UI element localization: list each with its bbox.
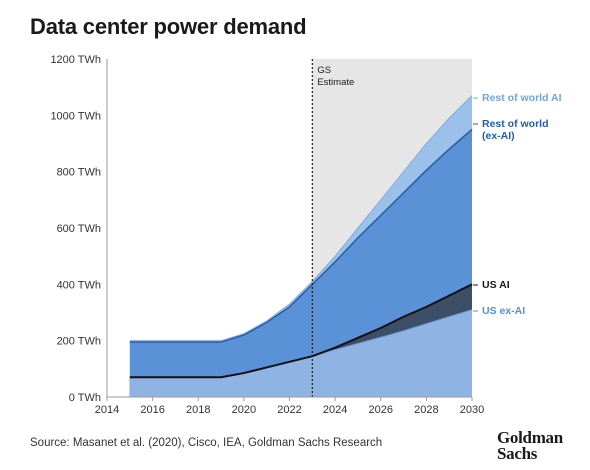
line-rest-of-world-ex-ai — [129, 128, 473, 343]
x-tick-labels: 2014 2016 2018 2020 2022 2024 2026 2028 2030 — [95, 397, 484, 416]
goldman-sachs-logo: Goldman Sachs — [497, 428, 563, 463]
series-label: Rest of world AI — [482, 92, 562, 104]
y-tick-label: 1200 TWh — [50, 54, 101, 66]
series-lines — [129, 95, 473, 379]
line-us-ai — [129, 283, 473, 379]
series-label: Rest of world — [482, 118, 549, 130]
y-tick-label: 1000 TWh — [50, 110, 101, 122]
chart-title: Data center power demand — [30, 14, 307, 39]
estimate-label-line2: Estimate — [317, 77, 354, 88]
area-us-ex-ai — [129, 309, 472, 397]
y-tick-label: 600 TWh — [57, 223, 101, 235]
x-tick-label: 2014 — [95, 404, 119, 416]
x-tick-label: 2020 — [232, 404, 256, 416]
y-tick-label: 0 TWh — [69, 392, 101, 404]
x-tick-label: 2024 — [323, 404, 347, 416]
y-tick-label: 800 TWh — [57, 167, 101, 179]
line-rest-of-world-ai — [129, 95, 473, 342]
x-tick-label: 2026 — [369, 404, 393, 416]
series-label: US ex-AI — [482, 305, 525, 317]
x-tick-label: 2022 — [277, 404, 301, 416]
x-tick-label: 2016 — [140, 404, 164, 416]
logo-line-1: Goldman — [497, 428, 563, 447]
series-label: (ex-AI) — [482, 130, 515, 142]
series-label: US AI — [482, 279, 510, 291]
series-labels: Rest of world AI Rest of world(ex-AI) US A… — [473, 92, 562, 317]
logo-line-2: Sachs — [497, 444, 538, 463]
estimate-label-line1: GS — [317, 65, 331, 76]
y-tick-label: 400 TWh — [57, 279, 101, 291]
x-tick-label: 2030 — [460, 404, 484, 416]
y-tick-label: 200 TWh — [57, 336, 101, 348]
area-layers — [129, 95, 472, 397]
y-tick-labels: 0 TWh 200 TWh 400 TWh 600 TWh 800 TWh 1000 TW… — [50, 54, 101, 404]
source-note: Source: Masanet et al. (2020), Cisco, IE… — [30, 437, 383, 449]
x-tick-label: 2018 — [186, 404, 210, 416]
x-tick-label: 2028 — [414, 404, 438, 416]
